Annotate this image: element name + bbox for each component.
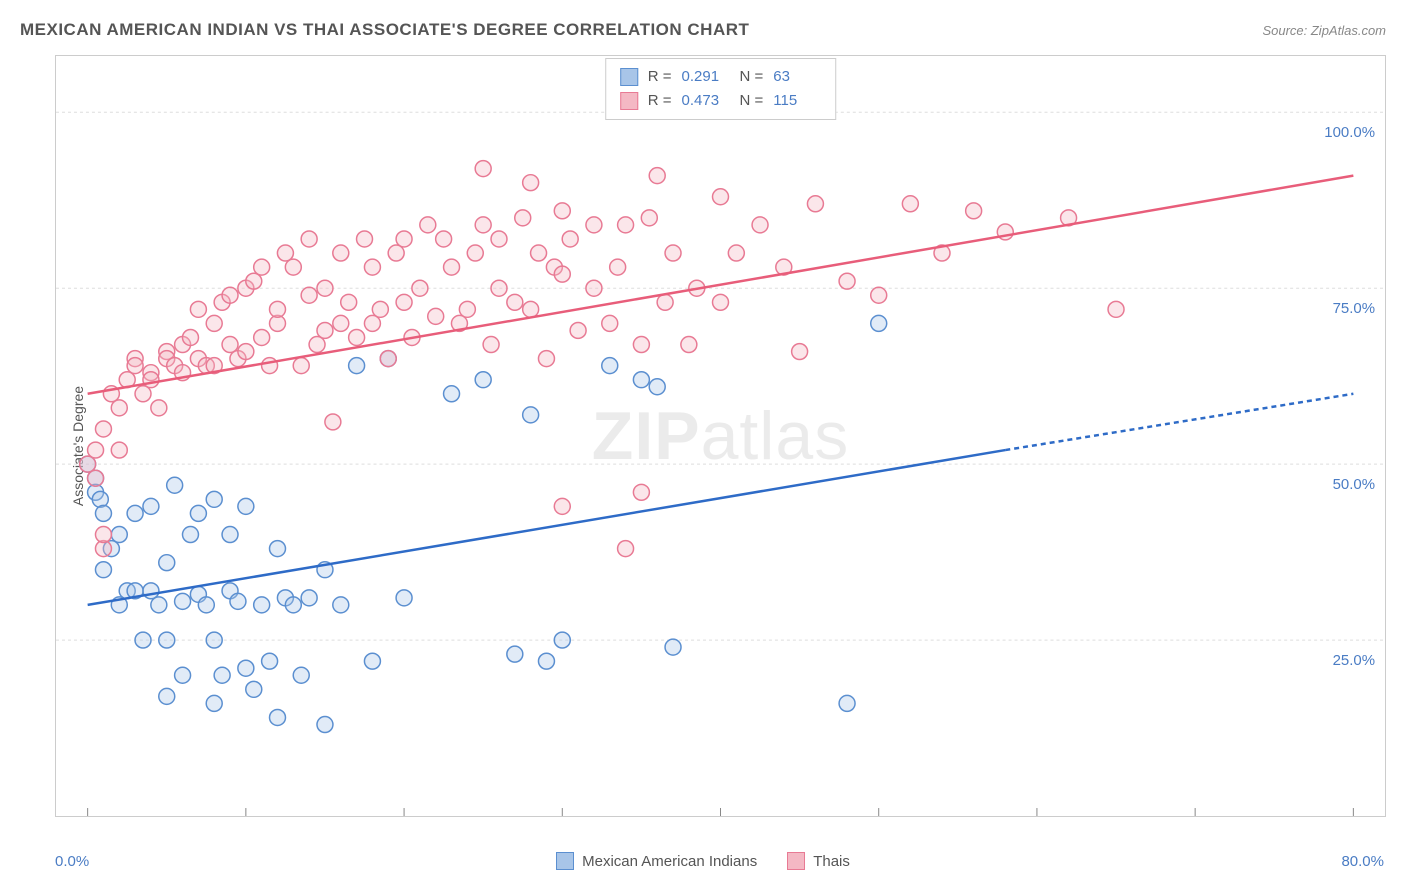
legend-label-1: Mexican American Indians [582,853,757,870]
swatch-series-2 [620,92,638,110]
swatch-series-1 [620,68,638,86]
correlation-stats-box: R = 0.291 N = 63 R = 0.473 N = 115 [605,58,837,120]
chart-title: MEXICAN AMERICAN INDIAN VS THAI ASSOCIAT… [20,20,749,40]
legend-item-2: Thais [787,852,850,870]
stats-row-series-1: R = 0.291 N = 63 [620,65,822,89]
legend-swatch-2 [787,852,805,870]
svg-text:75.0%: 75.0% [1333,300,1375,317]
n-value-2: 115 [773,89,821,113]
legend-item-1: Mexican American Indians [556,852,757,870]
legend-label-2: Thais [813,853,850,870]
n-label: N = [740,89,764,113]
x-axis-end-label: 80.0% [1341,853,1384,870]
scatter-chart-svg: 25.0% 50.0% 75.0% 100.0% [56,56,1385,816]
source-attribution: Source: ZipAtlas.com [1262,23,1386,38]
svg-text:100.0%: 100.0% [1324,124,1375,141]
legend-swatch-1 [556,852,574,870]
r-value-1: 0.291 [682,65,730,89]
chart-plot-area: 25.0% 50.0% 75.0% 100.0% R = 0.291 N = 63 R… [55,55,1386,817]
svg-text:25.0%: 25.0% [1333,652,1375,669]
svg-text:50.0%: 50.0% [1333,476,1375,493]
chart-header: MEXICAN AMERICAN INDIAN VS THAI ASSOCIAT… [20,20,1386,40]
stats-row-series-2: R = 0.473 N = 115 [620,89,822,113]
n-label: N = [740,65,764,89]
r-label: R = [648,65,672,89]
n-value-1: 63 [773,65,821,89]
bottom-legend: Mexican American Indians Thais [0,852,1406,870]
r-label: R = [648,89,672,113]
r-value-2: 0.473 [682,89,730,113]
